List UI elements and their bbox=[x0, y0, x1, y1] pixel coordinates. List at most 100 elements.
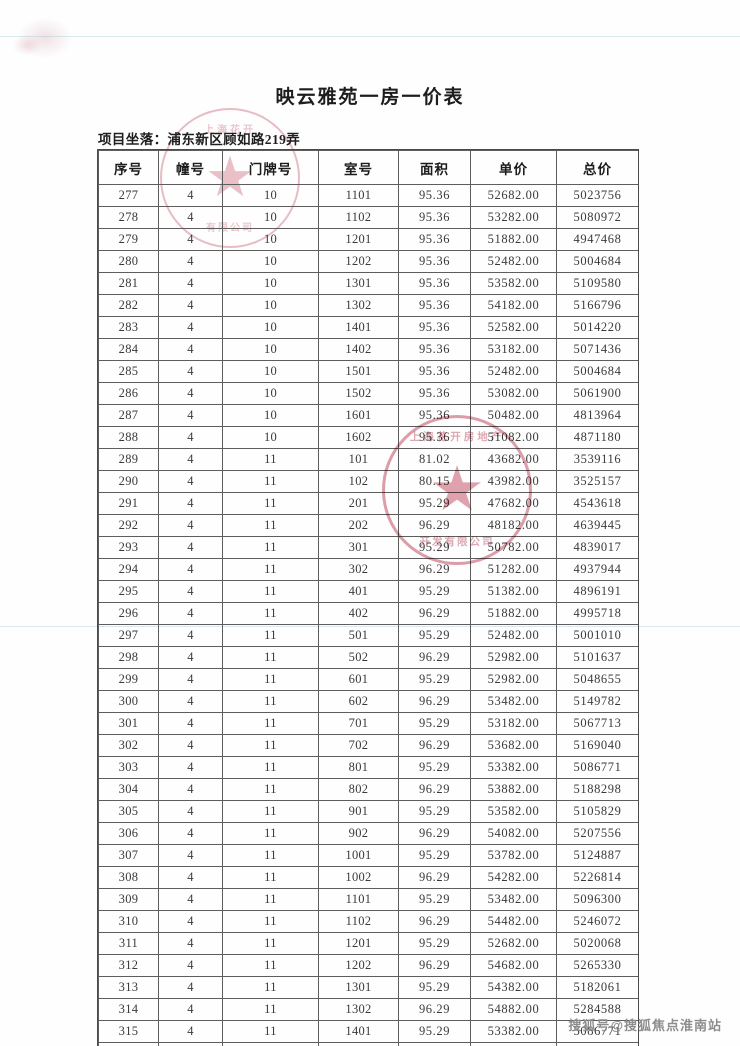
cell-单价: 51882.00 bbox=[470, 602, 557, 625]
cell-门牌号: 11 bbox=[222, 734, 319, 757]
cell-序号: 283 bbox=[98, 316, 159, 339]
cell-门牌号: 10 bbox=[222, 382, 319, 405]
cell-幢号: 4 bbox=[158, 1042, 223, 1046]
cell-面积: 95.36 bbox=[398, 206, 471, 229]
cell-门牌号: 10 bbox=[222, 228, 319, 251]
cell-面积: 95.36 bbox=[398, 272, 471, 295]
table-row: 308 4 11 1002 96.29 54282.00 5226814 bbox=[98, 866, 639, 889]
table-row: 302 4 11 702 96.29 53682.00 5169040 bbox=[98, 734, 639, 757]
cell-序号: 307 bbox=[98, 844, 159, 867]
cell-室号: 801 bbox=[318, 756, 399, 779]
cell-幢号: 4 bbox=[158, 778, 223, 801]
cell-面积: 95.36 bbox=[398, 426, 471, 449]
cell-序号: 290 bbox=[98, 470, 159, 493]
cell-总价: 5101637 bbox=[556, 646, 639, 669]
cell-单价: 52482.00 bbox=[470, 624, 557, 647]
cell-面积: 95.36 bbox=[398, 360, 471, 383]
cell-序号: 280 bbox=[98, 250, 159, 273]
cell-总价: 5188298 bbox=[556, 778, 639, 801]
cell-序号: 301 bbox=[98, 712, 159, 735]
cell-室号: 1002 bbox=[318, 866, 399, 889]
cell-门牌号: 11 bbox=[222, 492, 319, 515]
cell-室号: 1301 bbox=[318, 976, 399, 999]
cell-幢号: 4 bbox=[158, 360, 223, 383]
scan-blemish-icon bbox=[18, 18, 72, 58]
cell-单价: 54382.00 bbox=[470, 976, 557, 999]
cell-序号: 310 bbox=[98, 910, 159, 933]
cell-幢号: 4 bbox=[158, 580, 223, 603]
cell-门牌号: 11 bbox=[222, 712, 319, 735]
cell-室号: 302 bbox=[318, 558, 399, 581]
cell-幢号: 4 bbox=[158, 316, 223, 339]
cell-室号: 1402 bbox=[318, 1042, 399, 1046]
cell-总价: 3525157 bbox=[556, 470, 639, 493]
cell-面积: 95.29 bbox=[398, 844, 471, 867]
cell-面积: 81.02 bbox=[398, 448, 471, 471]
cell-总价: 5061900 bbox=[556, 382, 639, 405]
cell-总价: 5080972 bbox=[556, 206, 639, 229]
cell-单价: 54682.00 bbox=[470, 954, 557, 977]
table-row: 292 4 11 202 96.29 48182.00 4639445 bbox=[98, 514, 639, 537]
cell-室号: 101 bbox=[318, 448, 399, 471]
cell-幢号: 4 bbox=[158, 734, 223, 757]
cell-总价: 4896191 bbox=[556, 580, 639, 603]
cell-门牌号: 11 bbox=[222, 778, 319, 801]
cell-总价: 5246072 bbox=[556, 910, 639, 933]
cell-总价: 5265330 bbox=[556, 954, 639, 977]
cell-室号: 1102 bbox=[318, 206, 399, 229]
cell-门牌号: 10 bbox=[222, 338, 319, 361]
cell-单价: 54082.00 bbox=[470, 822, 557, 845]
cell-面积: 95.29 bbox=[398, 976, 471, 999]
cell-幢号: 4 bbox=[158, 998, 223, 1021]
cell-总价: 5236443 bbox=[556, 1042, 639, 1046]
table-row: 280 4 10 1202 95.36 52482.00 5004684 bbox=[98, 250, 639, 273]
table-row: 281 4 10 1301 95.36 53582.00 5109580 bbox=[98, 272, 639, 295]
cell-门牌号: 11 bbox=[222, 932, 319, 955]
cell-门牌号: 11 bbox=[222, 536, 319, 559]
table-row: 314 4 11 1302 96.29 54882.00 5284588 bbox=[98, 998, 639, 1021]
cell-总价: 5048655 bbox=[556, 668, 639, 691]
cell-单价: 54182.00 bbox=[470, 294, 557, 317]
table-row: 291 4 11 201 95.29 47682.00 4543618 bbox=[98, 492, 639, 515]
cell-序号: 286 bbox=[98, 382, 159, 405]
cell-门牌号: 11 bbox=[222, 514, 319, 537]
table-row: 279 4 10 1201 95.36 51882.00 4947468 bbox=[98, 228, 639, 251]
cell-幢号: 4 bbox=[158, 976, 223, 999]
table-row: 284 4 10 1402 95.36 53182.00 5071436 bbox=[98, 338, 639, 361]
cell-室号: 1202 bbox=[318, 954, 399, 977]
cell-门牌号: 11 bbox=[222, 668, 319, 691]
column-header-6: 总价 bbox=[556, 150, 639, 185]
table-row: 311 4 11 1201 95.29 52682.00 5020068 bbox=[98, 932, 639, 955]
cell-单价: 50482.00 bbox=[470, 404, 557, 427]
cell-幢号: 4 bbox=[158, 888, 223, 911]
table-row: 285 4 10 1501 95.36 52482.00 5004684 bbox=[98, 360, 639, 383]
cell-序号: 285 bbox=[98, 360, 159, 383]
cell-幢号: 4 bbox=[158, 624, 223, 647]
cell-序号: 281 bbox=[98, 272, 159, 295]
cell-序号: 298 bbox=[98, 646, 159, 669]
cell-室号: 202 bbox=[318, 514, 399, 537]
cell-序号: 314 bbox=[98, 998, 159, 1021]
cell-单价: 53582.00 bbox=[470, 272, 557, 295]
table-row: 307 4 11 1001 95.29 53782.00 5124887 bbox=[98, 844, 639, 867]
cell-总价: 5166796 bbox=[556, 294, 639, 317]
cell-面积: 95.29 bbox=[398, 580, 471, 603]
cell-面积: 95.36 bbox=[398, 382, 471, 405]
cell-序号: 279 bbox=[98, 228, 159, 251]
cell-幢号: 4 bbox=[158, 294, 223, 317]
cell-总价: 4871180 bbox=[556, 426, 639, 449]
cell-门牌号: 10 bbox=[222, 360, 319, 383]
cell-面积: 96.29 bbox=[398, 734, 471, 757]
cell-单价: 51882.00 bbox=[470, 228, 557, 251]
cell-门牌号: 11 bbox=[222, 602, 319, 625]
column-header-5: 单价 bbox=[470, 150, 557, 185]
cell-总价: 5105829 bbox=[556, 800, 639, 823]
table-row: 287 4 10 1601 95.36 50482.00 4813964 bbox=[98, 404, 639, 427]
cell-门牌号: 11 bbox=[222, 690, 319, 713]
cell-单价: 53382.00 bbox=[470, 756, 557, 779]
cell-单价: 52482.00 bbox=[470, 250, 557, 273]
cell-室号: 401 bbox=[318, 580, 399, 603]
cell-序号: 308 bbox=[98, 866, 159, 889]
cell-门牌号: 11 bbox=[222, 1020, 319, 1043]
cell-室号: 1502 bbox=[318, 382, 399, 405]
